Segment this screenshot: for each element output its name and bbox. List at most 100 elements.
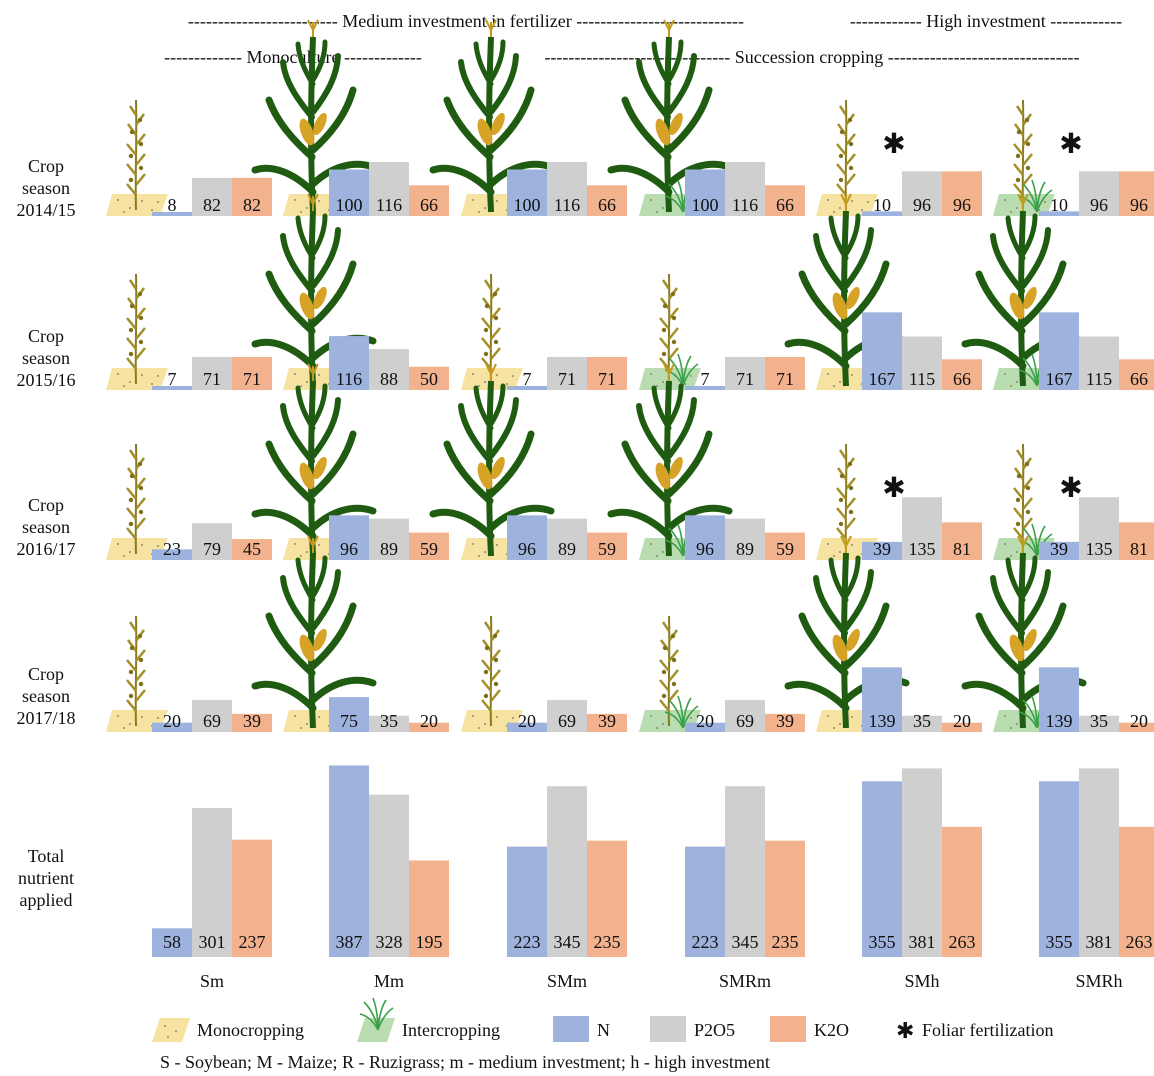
seed-dot bbox=[506, 383, 508, 385]
season-k2o-value-label: 59 bbox=[776, 539, 794, 559]
season-k2o-bar bbox=[587, 532, 627, 560]
season-cell-smm bbox=[461, 614, 523, 732]
season-p2o5-value-label: 69 bbox=[736, 711, 754, 731]
season-k2o-bar bbox=[942, 522, 982, 560]
total-k2o-value-label: 235 bbox=[594, 932, 621, 952]
season-bar-group: 7 71 71 bbox=[507, 356, 627, 390]
soybean-plant-icon bbox=[1012, 442, 1034, 556]
p2o5-swatch bbox=[650, 1016, 686, 1042]
season-n-value-label: 116 bbox=[336, 369, 362, 389]
total-bar-group-smh: 355 381 263 SMh bbox=[862, 768, 982, 991]
legend-p2o5: P2O5 bbox=[650, 1016, 735, 1042]
header-succession-cropping: ------------------------------- Successi… bbox=[544, 47, 1079, 67]
seed-dot bbox=[1044, 201, 1046, 203]
legend-k2o: K2O bbox=[770, 1016, 849, 1042]
season-bar-group: 7 71 71 bbox=[685, 356, 805, 390]
season-n-bar bbox=[152, 386, 192, 390]
seed-dot bbox=[117, 715, 119, 717]
soybean-plant-icon bbox=[1012, 98, 1034, 212]
total-k2o-bar bbox=[409, 860, 449, 957]
seed-dot bbox=[484, 723, 486, 725]
season-n-value-label: 96 bbox=[518, 539, 536, 559]
seed-dot bbox=[117, 373, 119, 375]
seed-dot bbox=[496, 374, 498, 376]
season-p2o5-value-label: 116 bbox=[732, 195, 758, 215]
season-bar-group: 20 69 39 bbox=[507, 699, 627, 732]
bars-layer: 8 82 82 100 116 66 100 116 66 100 116 66 10 96 96 ✱ 10 96… bbox=[152, 129, 1154, 991]
row-label-line: 2017/18 bbox=[16, 708, 75, 728]
seed-dot bbox=[690, 717, 692, 719]
total-p2o5-bar bbox=[547, 786, 587, 957]
soybean-plant-icon bbox=[480, 614, 502, 728]
seed-dot bbox=[1004, 373, 1006, 375]
row-label-line: Crop bbox=[28, 326, 64, 346]
seed-dot bbox=[1016, 551, 1018, 553]
season-k2o-bar bbox=[942, 722, 982, 732]
season-p2o5-bar bbox=[902, 497, 942, 560]
seed-dot bbox=[294, 373, 296, 375]
total-p2o5-value-label: 301 bbox=[199, 932, 226, 952]
soybean-plant-icon bbox=[835, 98, 857, 212]
season-p2o5-value-label: 135 bbox=[909, 539, 936, 559]
seed-dot bbox=[833, 385, 835, 387]
season-n-value-label: 7 bbox=[701, 369, 710, 389]
seed-dot bbox=[306, 723, 308, 725]
season-p2o5-value-label: 88 bbox=[380, 369, 398, 389]
season-n-value-label: 75 bbox=[340, 711, 358, 731]
seed-dot bbox=[306, 551, 308, 553]
season-p2o5-bar bbox=[725, 356, 765, 390]
seed-dot bbox=[129, 381, 131, 383]
season-p2o5-value-label: 35 bbox=[1090, 711, 1108, 731]
row-label-line: applied bbox=[20, 890, 73, 910]
seed-dot bbox=[662, 551, 664, 553]
season-k2o-bar bbox=[1119, 171, 1154, 216]
seed-dot bbox=[650, 543, 652, 545]
season-k2o-bar bbox=[765, 356, 805, 390]
season-p2o5-value-label: 35 bbox=[913, 711, 931, 731]
header-medium-investment: ------------------------- Medium investm… bbox=[188, 11, 744, 31]
seed-dot bbox=[839, 723, 841, 725]
season-n-bar bbox=[507, 386, 547, 390]
seed-dot bbox=[1016, 723, 1018, 725]
legend-n: N bbox=[553, 1016, 610, 1042]
season-n-bar bbox=[507, 169, 547, 216]
seed-dot bbox=[300, 727, 302, 729]
season-n-bar bbox=[685, 169, 725, 216]
season-p2o5-bar bbox=[902, 171, 942, 216]
season-p2o5-bar bbox=[192, 523, 232, 560]
season-bar-group: 96 89 59 bbox=[507, 515, 627, 560]
row-label-line: Total bbox=[28, 846, 65, 866]
season-n-value-label: 139 bbox=[1046, 711, 1073, 731]
seed-dot bbox=[650, 199, 652, 201]
season-p2o5-bar bbox=[369, 518, 409, 560]
season-k2o-bar bbox=[232, 539, 272, 560]
season-n-value-label: 8 bbox=[168, 195, 177, 215]
total-n-bar bbox=[152, 928, 192, 957]
season-k2o-value-label: 66 bbox=[420, 195, 438, 215]
season-p2o5-bar bbox=[547, 699, 587, 732]
total-k2o-bar bbox=[765, 840, 805, 957]
season-n-bar bbox=[1039, 541, 1079, 560]
seed-dot bbox=[472, 543, 474, 545]
foliar-asterisk-icon: ✱ bbox=[882, 129, 905, 160]
season-k2o-bar bbox=[942, 359, 982, 390]
seed-dot bbox=[306, 207, 308, 209]
row-label-line: 2016/17 bbox=[16, 539, 75, 559]
season-n-bar bbox=[329, 697, 369, 732]
seed-dot bbox=[478, 385, 480, 387]
seed-dot bbox=[656, 555, 658, 557]
season-bar-group: 10 96 96 ✱ bbox=[862, 129, 982, 216]
seed-dot bbox=[157, 545, 159, 547]
total-bar-group-mm: 387 328 195 Mm bbox=[329, 765, 449, 991]
total-k2o-value-label: 263 bbox=[949, 932, 976, 952]
season-p2o5-value-label: 69 bbox=[558, 711, 576, 731]
season-k2o-value-label: 20 bbox=[953, 711, 971, 731]
seed-dot bbox=[1004, 543, 1006, 545]
season-bar-group: 139 35 20 bbox=[1039, 667, 1154, 732]
season-p2o5-bar bbox=[547, 356, 587, 390]
row-label-line: Crop bbox=[28, 664, 64, 684]
season-p2o5-value-label: 115 bbox=[909, 369, 935, 389]
season-p2o5-bar bbox=[725, 699, 765, 732]
season-n-value-label: 20 bbox=[163, 711, 181, 731]
